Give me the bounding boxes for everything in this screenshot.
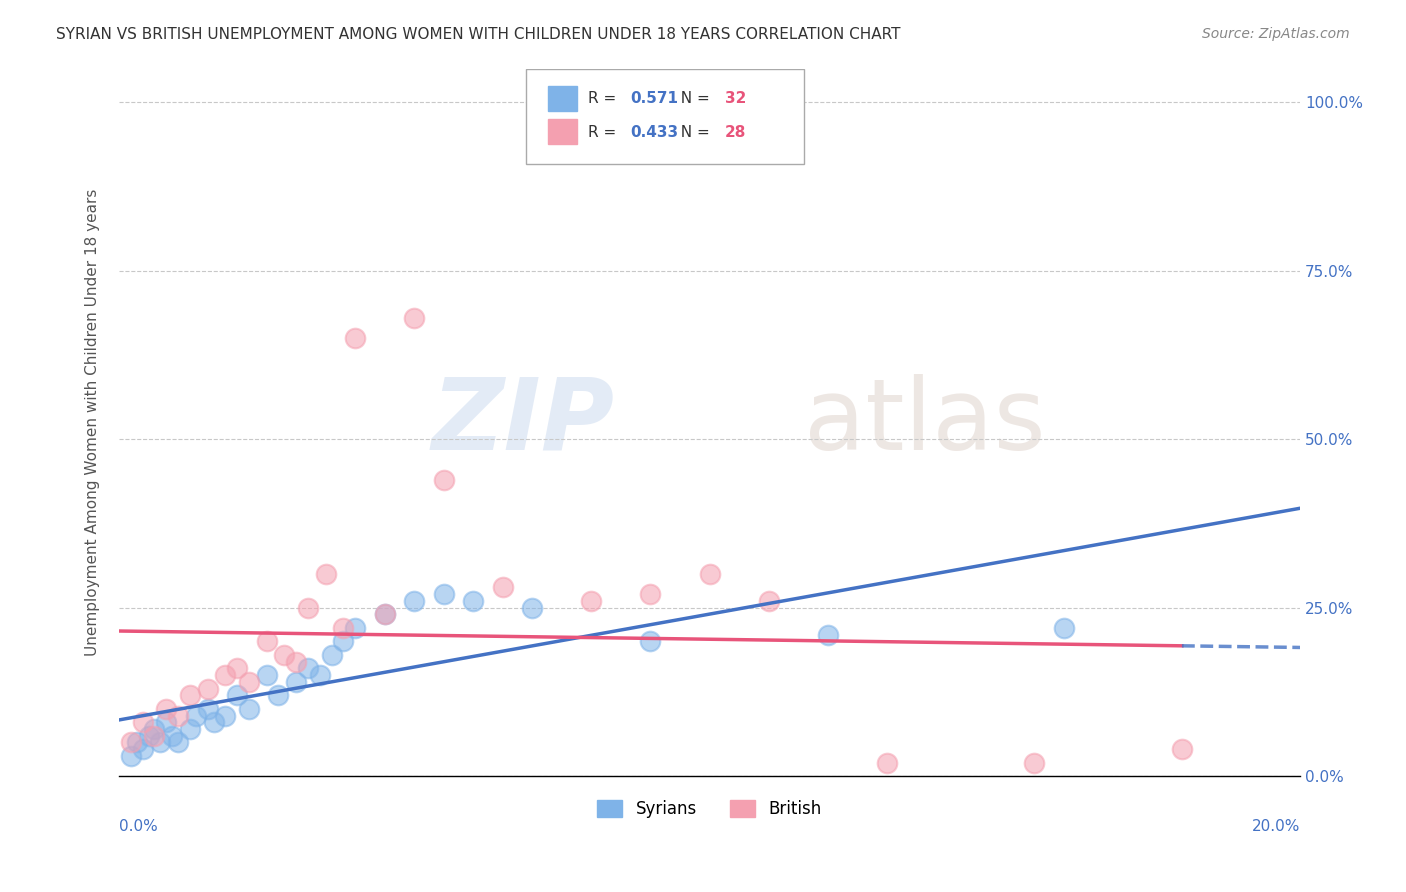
Text: R =: R = [588, 92, 621, 106]
Text: atlas: atlas [804, 374, 1046, 471]
Point [315, 566, 337, 581]
Text: 20.0%: 20.0% [1251, 819, 1301, 834]
Point [238, 674, 260, 689]
Point [256, 634, 278, 648]
FancyBboxPatch shape [526, 69, 804, 164]
Text: 28: 28 [725, 125, 747, 140]
Point [155, 715, 177, 730]
Point [143, 722, 166, 736]
Bar [548, 87, 578, 111]
Point [332, 621, 354, 635]
Point [297, 600, 319, 615]
Text: 0.0%: 0.0% [120, 819, 157, 834]
Text: Source: ZipAtlas.com: Source: ZipAtlas.com [1202, 27, 1350, 41]
Point [321, 648, 343, 662]
Point [214, 708, 236, 723]
Point [167, 735, 190, 749]
Point [433, 587, 456, 601]
Point [433, 473, 456, 487]
Point [120, 735, 142, 749]
Point [226, 688, 249, 702]
Text: ZIP: ZIP [432, 374, 614, 471]
Point [143, 729, 166, 743]
Point [202, 715, 225, 730]
Point [179, 722, 201, 736]
Text: R =: R = [588, 125, 621, 140]
Point [817, 627, 839, 641]
Point [522, 600, 544, 615]
Point [120, 749, 142, 764]
Point [581, 594, 603, 608]
Point [1024, 756, 1046, 770]
Point [267, 688, 290, 702]
Text: 32: 32 [725, 92, 747, 106]
Point [149, 735, 172, 749]
Point [167, 708, 190, 723]
Point [699, 566, 721, 581]
Point [344, 331, 367, 345]
Point [226, 661, 249, 675]
Bar [548, 120, 578, 145]
Point [285, 655, 308, 669]
Point [138, 729, 160, 743]
Point [640, 587, 662, 601]
Point [1053, 621, 1076, 635]
Point [125, 735, 148, 749]
Point [1171, 742, 1194, 756]
Point [160, 729, 183, 743]
Text: N =: N = [671, 92, 714, 106]
Point [131, 715, 153, 730]
Point [214, 668, 236, 682]
Point [758, 594, 780, 608]
Point [285, 674, 308, 689]
Point [640, 634, 662, 648]
Point [273, 648, 295, 662]
Point [308, 668, 330, 682]
Point [256, 668, 278, 682]
Point [463, 594, 485, 608]
Point [332, 634, 354, 648]
Point [404, 310, 426, 325]
Text: 0.571: 0.571 [630, 92, 679, 106]
Point [184, 708, 207, 723]
Point [197, 681, 219, 696]
Text: N =: N = [671, 125, 714, 140]
Point [374, 607, 396, 622]
Point [238, 702, 260, 716]
Point [197, 702, 219, 716]
Point [374, 607, 396, 622]
Text: SYRIAN VS BRITISH UNEMPLOYMENT AMONG WOMEN WITH CHILDREN UNDER 18 YEARS CORRELAT: SYRIAN VS BRITISH UNEMPLOYMENT AMONG WOM… [56, 27, 901, 42]
Point [404, 594, 426, 608]
Point [876, 756, 898, 770]
Point [297, 661, 319, 675]
Point [344, 621, 367, 635]
Legend: Syrians, British: Syrians, British [591, 793, 828, 824]
Point [155, 702, 177, 716]
Y-axis label: Unemployment Among Women with Children Under 18 years: Unemployment Among Women with Children U… [86, 189, 100, 656]
Point [492, 581, 515, 595]
Point [179, 688, 201, 702]
Point [131, 742, 153, 756]
Text: 0.433: 0.433 [630, 125, 679, 140]
